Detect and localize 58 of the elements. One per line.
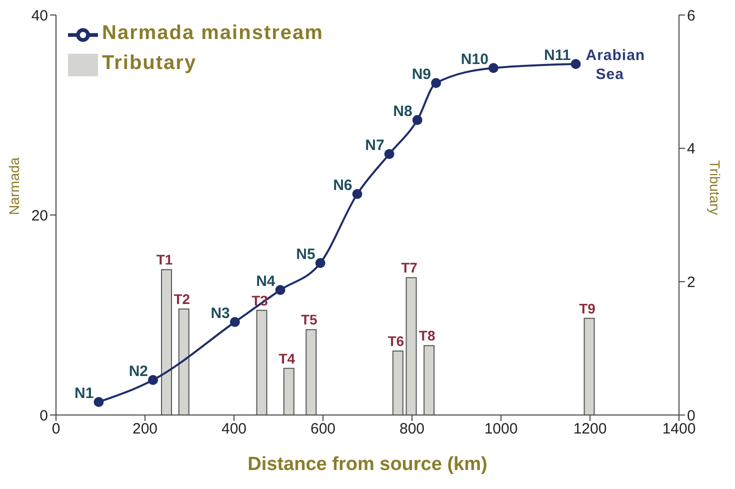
data-label: N7 (365, 137, 384, 154)
x-axis-title: Distance from source (km) (248, 454, 488, 475)
y-tick-label: 0 (40, 407, 48, 424)
x-tick-label: 1200 (573, 420, 607, 438)
data-label: N3 (210, 305, 230, 322)
bar (424, 345, 435, 415)
point (431, 78, 442, 88)
data-label: T6 (388, 333, 404, 349)
bar (406, 277, 417, 415)
data-label: T8 (418, 328, 436, 344)
data-label: N8 (393, 103, 412, 120)
point (384, 149, 394, 159)
legend-label: Tributary (102, 52, 197, 74)
bar (306, 329, 317, 415)
data-label: N6 (333, 177, 352, 194)
point (230, 317, 240, 327)
x-tick-label: 400 (221, 420, 247, 438)
data-label: N1 (74, 385, 94, 402)
bar (161, 269, 172, 415)
point (570, 59, 581, 69)
point (94, 397, 104, 407)
annotation: Arabian Sea (586, 47, 646, 83)
y2-tick-label: 6 (687, 7, 696, 24)
data-label: T9 (579, 300, 596, 316)
point (488, 63, 498, 73)
point (148, 375, 158, 385)
point (315, 258, 326, 268)
y2-axis-title: Tributary (707, 160, 724, 215)
data-label: N11 (544, 47, 571, 64)
legend-label: Narmada mainstream (102, 22, 324, 44)
data-label: T1 (156, 252, 173, 268)
data-label: T4 (278, 350, 296, 366)
bar (283, 368, 294, 415)
x-tick-label: 800 (399, 420, 425, 438)
bar (178, 308, 190, 415)
x-tick-label: 200 (132, 420, 158, 438)
point (275, 285, 286, 295)
y2-tick-label: 4 (687, 140, 696, 158)
bar (584, 318, 595, 415)
x-tick-label: 1000 (484, 420, 518, 438)
point (352, 189, 362, 199)
bar (256, 310, 268, 415)
y2-tick-label: 2 (687, 274, 696, 291)
x-tick-label: 0 (52, 420, 60, 438)
data-label: T2 (174, 291, 190, 307)
data-label: T5 (300, 312, 318, 328)
data-label: T7 (401, 260, 418, 276)
data-label: N2 (128, 363, 148, 380)
x-tick-label: 600 (310, 420, 336, 438)
y-tick-label: 20 (31, 207, 48, 224)
y-tick-label: 40 (31, 7, 48, 24)
point (412, 115, 422, 125)
data-label: N5 (296, 246, 316, 263)
data-label: N9 (412, 66, 432, 83)
data-label: N4 (256, 273, 276, 290)
data-label: N10 (460, 51, 488, 68)
y-axis-title: Narmada (6, 157, 22, 215)
bar (392, 350, 404, 415)
